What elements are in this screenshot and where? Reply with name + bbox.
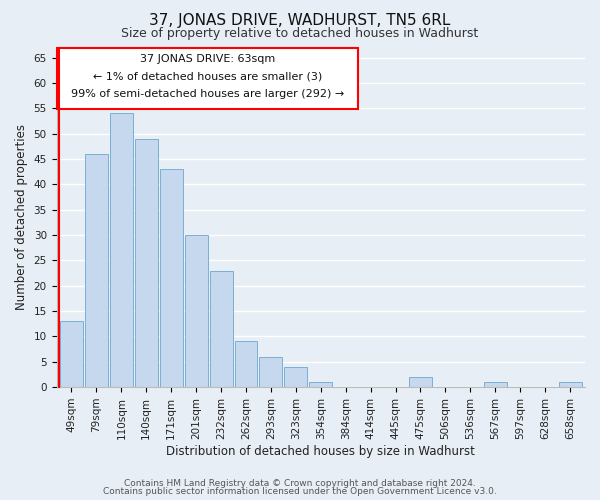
X-axis label: Distribution of detached houses by size in Wadhurst: Distribution of detached houses by size … bbox=[166, 444, 475, 458]
Text: Contains public sector information licensed under the Open Government Licence v3: Contains public sector information licen… bbox=[103, 487, 497, 496]
Bar bbox=[259, 356, 283, 387]
Text: 37, JONAS DRIVE, WADHURST, TN5 6RL: 37, JONAS DRIVE, WADHURST, TN5 6RL bbox=[149, 12, 451, 28]
Bar bbox=[309, 382, 332, 387]
FancyBboxPatch shape bbox=[56, 48, 358, 108]
Bar bbox=[409, 377, 432, 387]
Text: 99% of semi-detached houses are larger (292) →: 99% of semi-detached houses are larger (… bbox=[71, 89, 344, 99]
Text: ← 1% of detached houses are smaller (3): ← 1% of detached houses are smaller (3) bbox=[92, 72, 322, 82]
Bar bbox=[284, 367, 307, 387]
Bar bbox=[135, 138, 158, 387]
Text: Size of property relative to detached houses in Wadhurst: Size of property relative to detached ho… bbox=[121, 28, 479, 40]
Bar bbox=[60, 321, 83, 387]
Bar bbox=[110, 114, 133, 387]
Text: 37 JONAS DRIVE: 63sqm: 37 JONAS DRIVE: 63sqm bbox=[140, 54, 275, 64]
Y-axis label: Number of detached properties: Number of detached properties bbox=[15, 124, 28, 310]
Bar bbox=[559, 382, 581, 387]
Bar bbox=[185, 235, 208, 387]
Text: Contains HM Land Registry data © Crown copyright and database right 2024.: Contains HM Land Registry data © Crown c… bbox=[124, 478, 476, 488]
Bar bbox=[160, 169, 182, 387]
Bar bbox=[484, 382, 507, 387]
Bar bbox=[235, 342, 257, 387]
Bar bbox=[85, 154, 108, 387]
Bar bbox=[209, 270, 233, 387]
